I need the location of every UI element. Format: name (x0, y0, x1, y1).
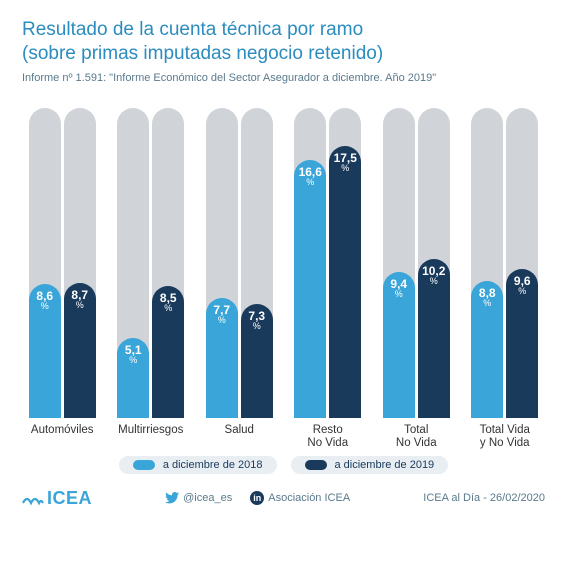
legend-label-2018: a diciembre de 2018 (163, 459, 263, 471)
legend-swatch-2019 (305, 460, 327, 470)
bar-slot: 8,6% (29, 108, 61, 418)
legend-swatch-2018 (133, 460, 155, 470)
bar-value: 17,5% (329, 152, 361, 173)
bar-value: 8,7% (64, 289, 96, 310)
bar-slot: 8,8% (471, 108, 503, 418)
footer-date: ICEA al Día - 26/02/2020 (423, 492, 545, 504)
bar-value: 16,6% (294, 166, 326, 187)
bar: 9,4% (383, 272, 415, 418)
bar: 8,5% (152, 286, 184, 418)
brand-logo: ICEA (22, 488, 92, 509)
chart-group: 8,8%9,6% Total Vida y No Vida (465, 108, 546, 452)
linkedin-icon: in (250, 491, 264, 505)
category-label: Salud (225, 424, 254, 452)
bar: 8,7% (64, 283, 96, 418)
chart-group: 8,6%8,7% Automóviles (22, 108, 103, 452)
twitter-handle: @icea_es (183, 492, 232, 504)
bar: 8,6% (29, 284, 61, 417)
category-label: Resto No Vida (307, 424, 348, 452)
bar-slot: 17,5% (329, 108, 361, 418)
bar: 9,6% (506, 269, 538, 418)
linkedin-link[interactable]: in Asociación ICEA (250, 491, 350, 505)
bar-slot: 5,1% (117, 108, 149, 418)
title-line2: (sobre primas imputadas negocio retenido… (22, 42, 545, 66)
bar: 7,3% (241, 304, 273, 417)
bar: 5,1% (117, 338, 149, 417)
bar-slot: 7,7% (206, 108, 238, 418)
bar-slot: 9,6% (506, 108, 538, 418)
bar-slot: 9,4% (383, 108, 415, 418)
logo-text: ICEA (47, 488, 92, 508)
bar-slot: 16,6% (294, 108, 326, 418)
bar: 7,7% (206, 298, 238, 417)
bar-value: 7,7% (206, 304, 238, 325)
legend-item-2018: a diciembre de 2018 (119, 456, 277, 474)
title-line1: Resultado de la cuenta técnica por ramo (22, 18, 545, 42)
category-label: Multirriesgos (118, 424, 183, 452)
chart-group: 7,7%7,3% Salud (199, 108, 280, 452)
bar: 16,6% (294, 160, 326, 417)
bar-value: 9,4% (383, 278, 415, 299)
bar-value: 8,6% (29, 290, 61, 311)
bar: 10,2% (418, 259, 450, 417)
bar-slot: 10,2% (418, 108, 450, 418)
legend: a diciembre de 2018 a diciembre de 2019 (22, 456, 545, 474)
bar-value: 5,1% (117, 344, 149, 365)
legend-label-2019: a diciembre de 2019 (335, 459, 435, 471)
bar-value: 7,3% (241, 310, 273, 331)
bar: 17,5% (329, 146, 361, 417)
bar-slot: 8,7% (64, 108, 96, 418)
twitter-icon (165, 492, 179, 504)
chart-group: 9,4%10,2% Total No Vida (376, 108, 457, 452)
bar: 8,8% (471, 281, 503, 417)
bar-value: 8,5% (152, 292, 184, 313)
category-label: Total No Vida (396, 424, 437, 452)
bar-value: 8,8% (471, 287, 503, 308)
bar-value: 10,2% (418, 265, 450, 286)
bar-slot: 8,5% (152, 108, 184, 418)
category-label: Total Vida y No Vida (480, 424, 530, 452)
bar-chart: 8,6%8,7% Automóviles 5,1% 8,5% Multirriesgos… (22, 102, 545, 452)
twitter-link[interactable]: @icea_es (165, 492, 232, 504)
category-label: Automóviles (31, 424, 94, 452)
footer: ICEA @icea_es in Asociación ICEA ICEA al… (22, 488, 545, 509)
chart-subtitle: Informe nº 1.591: "Informe Económico del… (22, 72, 545, 84)
chart-title: Resultado de la cuenta técnica por ramo … (22, 18, 545, 66)
bar-slot: 7,3% (241, 108, 273, 418)
social-links: @icea_es in Asociación ICEA (165, 491, 350, 505)
chart-group: 16,6%17,5% Resto No Vida (288, 108, 369, 452)
bar-value: 9,6% (506, 275, 538, 296)
linkedin-label: Asociación ICEA (268, 492, 350, 504)
legend-item-2019: a diciembre de 2019 (291, 456, 449, 474)
wave-icon (22, 489, 44, 507)
chart-group: 5,1% 8,5% Multirriesgos (111, 108, 192, 452)
